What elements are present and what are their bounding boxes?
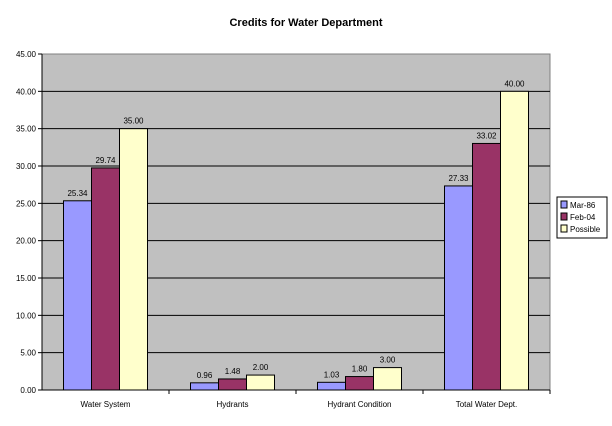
data-label: 29.74 xyxy=(95,156,116,165)
legend-swatch xyxy=(560,212,568,221)
data-label: 3.00 xyxy=(380,356,396,365)
y-tick-label: 5.00 xyxy=(20,349,36,358)
chart-title: Credits for Water Department xyxy=(229,17,382,29)
bar xyxy=(500,90,529,391)
bar xyxy=(246,374,275,391)
x-tick-label: Hydrants xyxy=(216,400,248,409)
bar xyxy=(444,185,473,391)
data-label: 1.48 xyxy=(225,367,241,376)
data-label: 1.03 xyxy=(324,370,340,379)
x-tick-label: Water System xyxy=(81,400,131,409)
legend-label: Feb-04 xyxy=(570,213,596,222)
y-tick-label: 25.00 xyxy=(16,199,37,208)
bar xyxy=(317,381,346,391)
legend-swatch xyxy=(560,224,568,233)
y-tick-label: 45.00 xyxy=(16,50,37,59)
y-tick-label: 15.00 xyxy=(16,274,37,283)
bar xyxy=(119,128,148,391)
data-label: 1.80 xyxy=(352,365,368,374)
bar xyxy=(345,376,374,391)
bar xyxy=(63,200,92,391)
data-label: 40.00 xyxy=(504,79,525,88)
y-tick-label: 35.00 xyxy=(16,125,37,134)
data-label: 2.00 xyxy=(253,363,269,372)
x-tick-label: Total Water Dept. xyxy=(456,400,518,409)
y-tick-label: 0.00 xyxy=(20,386,36,395)
legend-label: Mar-86 xyxy=(570,201,596,210)
data-label: 33.02 xyxy=(476,131,497,140)
bar xyxy=(218,378,247,391)
x-tick-label: Hydrant Condition xyxy=(327,400,391,409)
bar xyxy=(373,367,402,391)
legend-label: Possible xyxy=(570,225,601,234)
data-label: 27.33 xyxy=(448,174,469,183)
y-tick-label: 20.00 xyxy=(16,237,37,246)
bar xyxy=(91,167,120,391)
data-label: 25.34 xyxy=(67,189,88,198)
data-label: 0.96 xyxy=(197,371,213,380)
data-label: 35.00 xyxy=(123,117,144,126)
y-tick-label: 40.00 xyxy=(16,87,37,96)
legend-swatch xyxy=(560,200,568,209)
y-tick-label: 30.00 xyxy=(16,162,37,171)
bar xyxy=(190,382,219,391)
y-tick-label: 10.00 xyxy=(16,311,37,320)
bar xyxy=(472,142,501,391)
